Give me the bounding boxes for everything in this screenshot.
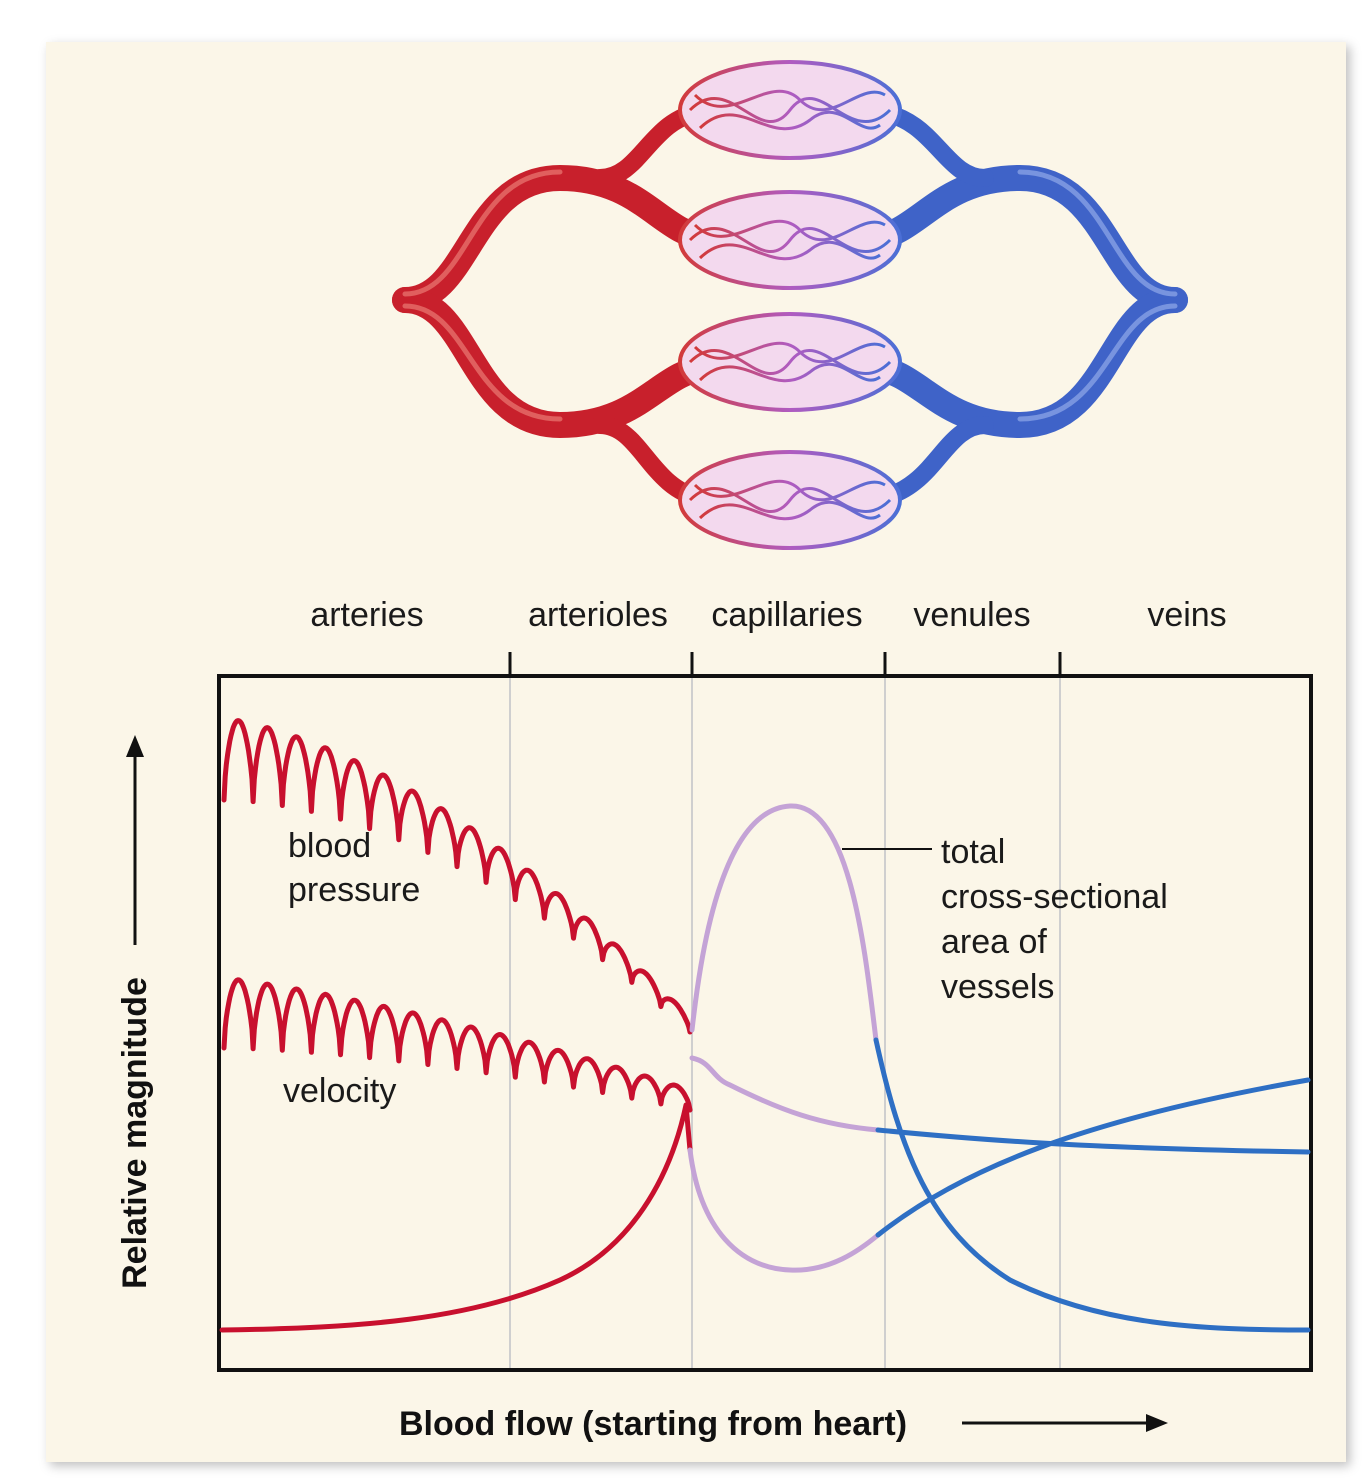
segment-labels: arteries arterioles capillaries venules … (310, 596, 1226, 634)
segment-label-veins: veins (1147, 596, 1226, 634)
label-cross-section-line-2: cross-sectional (941, 878, 1168, 916)
label-cross-section-line-1: total (941, 833, 1005, 871)
label-blood-pressure-line-1: blood (288, 827, 371, 865)
label-blood-pressure: blood pressure (288, 827, 420, 909)
y-axis-title-group: Relative magnitude (116, 735, 154, 1289)
cross-section-curve-venous (873, 1037, 1311, 1333)
label-cross-sectional-area: total cross-sectional area of vessels (941, 833, 1177, 1006)
velocity-curve-capillary (687, 1147, 881, 1273)
vein-branches (862, 103, 1287, 507)
blood-pressure-curve-capillary (689, 1055, 881, 1133)
vessel-illustration (303, 60, 1287, 550)
capillary-bed-3 (678, 312, 902, 412)
plot-frame (217, 674, 1313, 1372)
artery-branches (303, 103, 718, 507)
cross-section-curve-arterial (219, 1102, 693, 1333)
segment-label-arteries: arteries (310, 596, 423, 634)
curve-annotations: blood pressure velocity total cross-sect… (283, 827, 1177, 1110)
y-axis-arrow-head (126, 735, 144, 757)
segment-label-capillaries: capillaries (711, 596, 862, 634)
x-axis-arrow-head (1146, 1414, 1168, 1432)
velocity-curve-venous (875, 1077, 1311, 1238)
capillary-bed-4 (678, 450, 902, 550)
x-axis-title: Blood flow (starting from heart) (399, 1405, 907, 1443)
x-axis-title-group: Blood flow (starting from heart) (399, 1405, 1168, 1443)
capillary-bed-2 (678, 190, 902, 290)
label-velocity: velocity (283, 1072, 396, 1110)
label-cross-section-line-4: vessels (941, 968, 1054, 1006)
label-cross-section-line-3: area of (941, 923, 1047, 961)
segment-label-venules: venules (913, 596, 1030, 634)
capillary-bed-1 (678, 60, 902, 160)
curves (219, 718, 1311, 1333)
segment-label-arterioles: arterioles (528, 596, 668, 634)
velocity-curve (221, 977, 693, 1113)
y-axis-title: Relative magnitude (116, 977, 154, 1289)
label-blood-pressure-line-2: pressure (288, 871, 420, 909)
cross-section-curve-capillary (689, 803, 879, 1043)
blood-pressure-curve (221, 718, 693, 1035)
